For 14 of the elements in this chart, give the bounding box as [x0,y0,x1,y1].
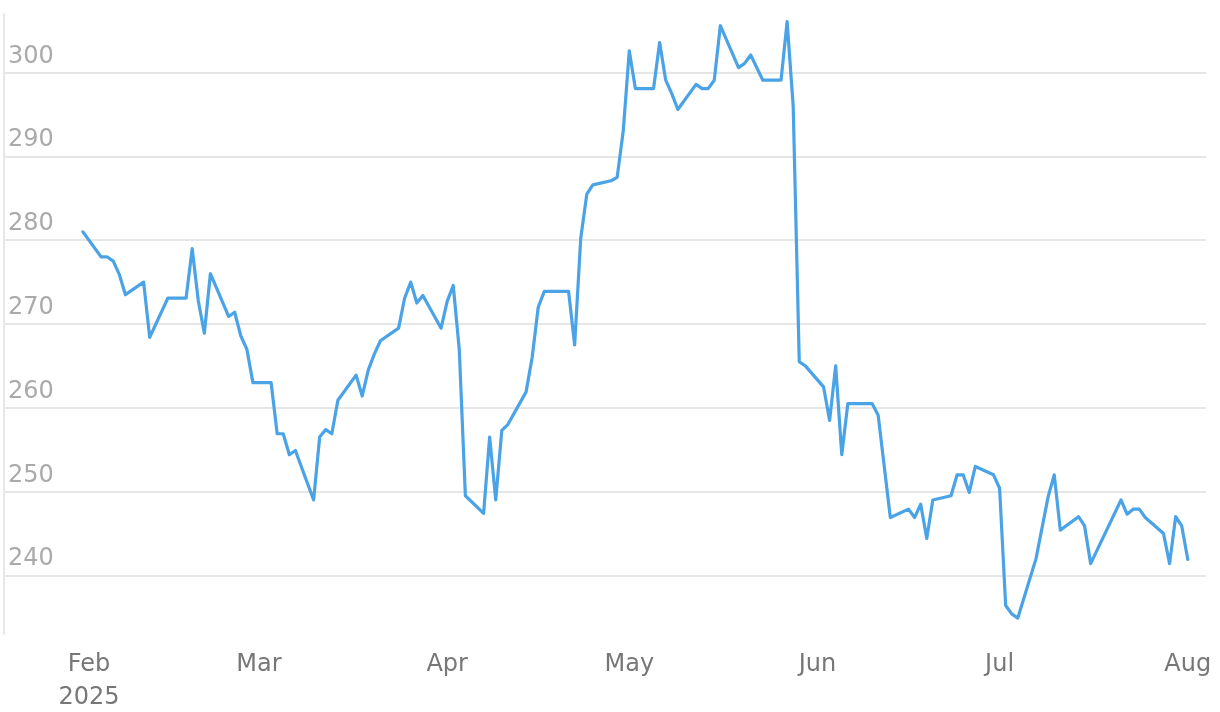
x-tick-label: Apr [426,648,469,677]
x-tick-label: Feb 2025 [58,648,120,710]
y-tick-label: 300 [8,40,54,69]
y-tick-label: 270 [8,292,54,320]
y-tick-label: 240 [8,543,54,572]
y-tick-label: 260 [8,375,54,404]
x-tick-label: Jun [796,648,837,677]
y-tick-label: 280 [8,208,54,237]
x-tick-label: Mar [236,648,282,677]
x-tick-label: Jul [983,648,1015,677]
y-tick-label: 250 [8,459,54,488]
x-tick-label: May [604,648,655,677]
x-tick-label: Aug [1164,648,1212,677]
y-tick-label: 290 [8,124,54,153]
